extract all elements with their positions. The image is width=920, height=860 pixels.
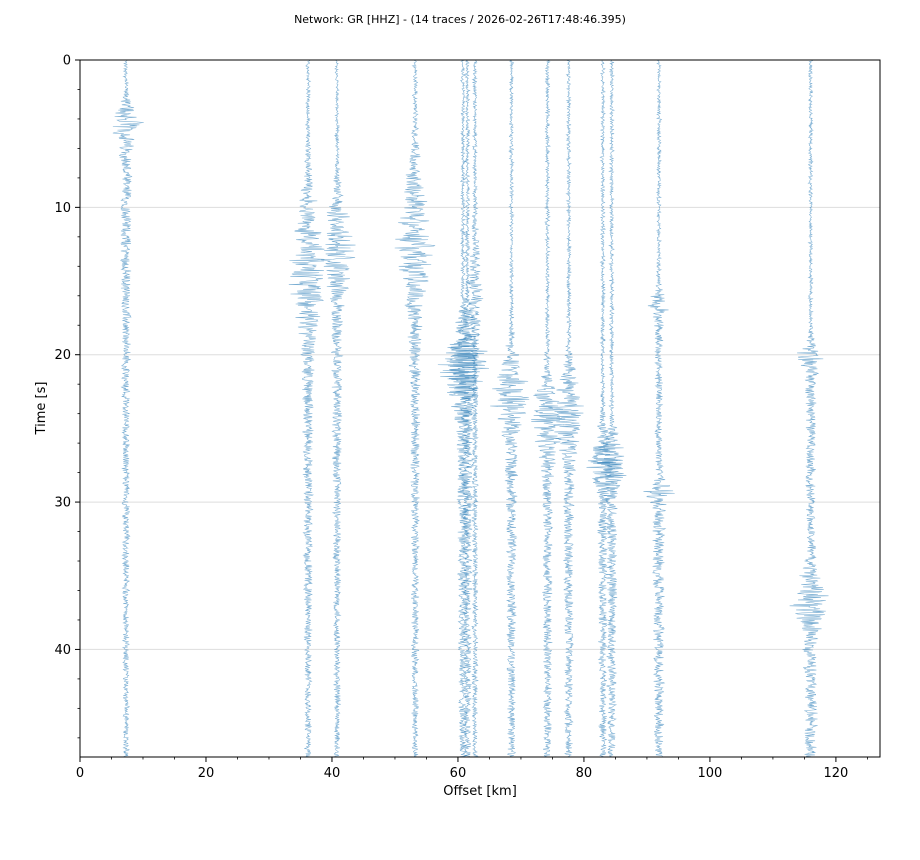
seismic-trace [320, 59, 356, 757]
seismic-trace [531, 59, 566, 757]
chart-title: Network: GR [HHZ] - (14 traces / 2026-02… [294, 13, 626, 26]
x-tick-label: 20 [198, 766, 215, 781]
plot-frame [79, 59, 881, 758]
x-tick-label: 60 [450, 766, 467, 781]
seismic-trace [437, 59, 483, 757]
seismic-trace [643, 59, 675, 757]
x-tick-label: 100 [698, 766, 723, 781]
x-tick-label: 80 [576, 766, 593, 781]
x-tick-label: 40 [324, 766, 341, 781]
seismic-trace [490, 59, 530, 757]
y-axis: 0 10 20 30 40 [54, 54, 80, 739]
seismic-trace [789, 59, 829, 757]
grid [80, 206, 880, 650]
seismic-trace [586, 59, 622, 757]
x-tick-label: 120 [823, 766, 848, 781]
y-tick-label: 0 [63, 54, 71, 69]
seismic-trace [597, 59, 627, 757]
y-tick-label: 10 [54, 201, 71, 216]
seismic-trace [394, 59, 436, 757]
y-tick-label: 40 [54, 643, 71, 658]
x-axis-label: Offset [km] [443, 784, 517, 799]
seismic-trace [465, 59, 484, 757]
x-tick-label: 0 [76, 766, 84, 781]
y-tick-label: 20 [54, 348, 71, 363]
seismic-trace [112, 59, 144, 757]
y-axis-label: Time [s] [34, 382, 49, 436]
seismic-trace [445, 59, 490, 757]
x-axis: 0 20 40 60 80 100 120 [76, 757, 868, 781]
seismic-trace [549, 59, 584, 757]
trace-layer [112, 59, 829, 757]
seismic-trace [288, 59, 325, 757]
y-tick-label: 30 [54, 496, 71, 511]
